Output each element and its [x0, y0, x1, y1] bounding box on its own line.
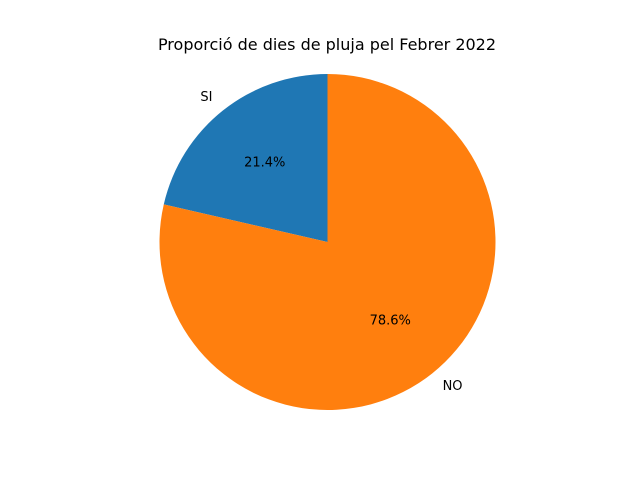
- chart-title: Proporció de dies de pluja pel Febrer 20…: [158, 35, 496, 54]
- pie-slice-si: [163, 74, 328, 242]
- slice-label-no: NO: [443, 379, 463, 394]
- pie-labels: SI 21.4% NO 78.6%: [200, 90, 462, 394]
- pie-slices: [159, 74, 496, 411]
- pie-slice-no: [159, 74, 496, 411]
- slice-percent-no: 78.6%: [370, 313, 411, 328]
- slice-percent-si: 21.4%: [244, 156, 285, 171]
- slice-label-si: SI: [200, 90, 212, 105]
